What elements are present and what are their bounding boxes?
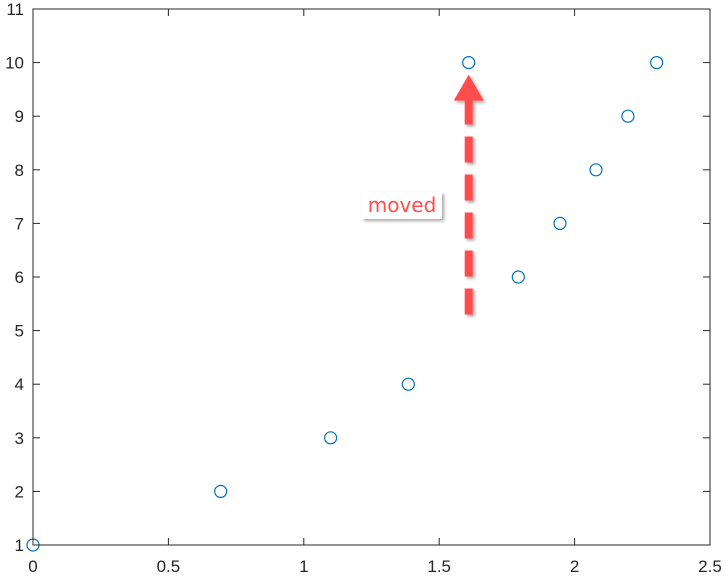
data-point — [650, 55, 664, 70]
annotation-label-group: moved — [362, 192, 442, 219]
y-tick-label: 1 — [15, 536, 24, 555]
annotation-label: moved — [368, 193, 437, 217]
y-tick-label: 11 — [6, 0, 24, 19]
data-point — [621, 109, 635, 123]
y-tick-label: 10 — [5, 54, 24, 73]
y-tick-label: 5 — [15, 322, 24, 341]
y-tick-label: 8 — [15, 161, 24, 180]
annotation-arrow — [453, 74, 484, 315]
data-point — [589, 163, 603, 177]
y-tick-label: 3 — [15, 429, 24, 448]
y-tick-label: 4 — [15, 375, 24, 394]
data-point — [511, 270, 525, 284]
data-point — [553, 216, 567, 230]
x-tick-label: 2 — [570, 557, 579, 576]
data-point — [214, 484, 228, 498]
y-tick-label: 9 — [15, 107, 24, 126]
x-tick-label: 1 — [299, 557, 308, 576]
plot-background — [33, 9, 710, 545]
y-tick-label: 7 — [15, 214, 24, 233]
x-tick-label: 1.5 — [427, 557, 451, 576]
plot-frame — [32, 8, 711, 546]
annotation-label-box — [362, 192, 442, 219]
data-point — [324, 431, 338, 445]
x-tick-label: 0 — [28, 557, 37, 576]
data-point — [401, 377, 415, 391]
tick-labels: 0 0.5 1 1.5 2 2.5 1 2 3 4 5 6 7 8 9 10 11 — [5, 0, 722, 576]
data-markers — [26, 55, 664, 552]
y-tick-label: 6 — [15, 268, 24, 287]
y-tick-label: 2 — [15, 482, 24, 501]
x-tick-label: 0.5 — [157, 557, 181, 576]
moved-annotation: moved — [362, 74, 484, 315]
arrowhead — [453, 74, 484, 101]
data-point — [462, 55, 476, 70]
x-tick-label: 2.5 — [698, 557, 722, 576]
